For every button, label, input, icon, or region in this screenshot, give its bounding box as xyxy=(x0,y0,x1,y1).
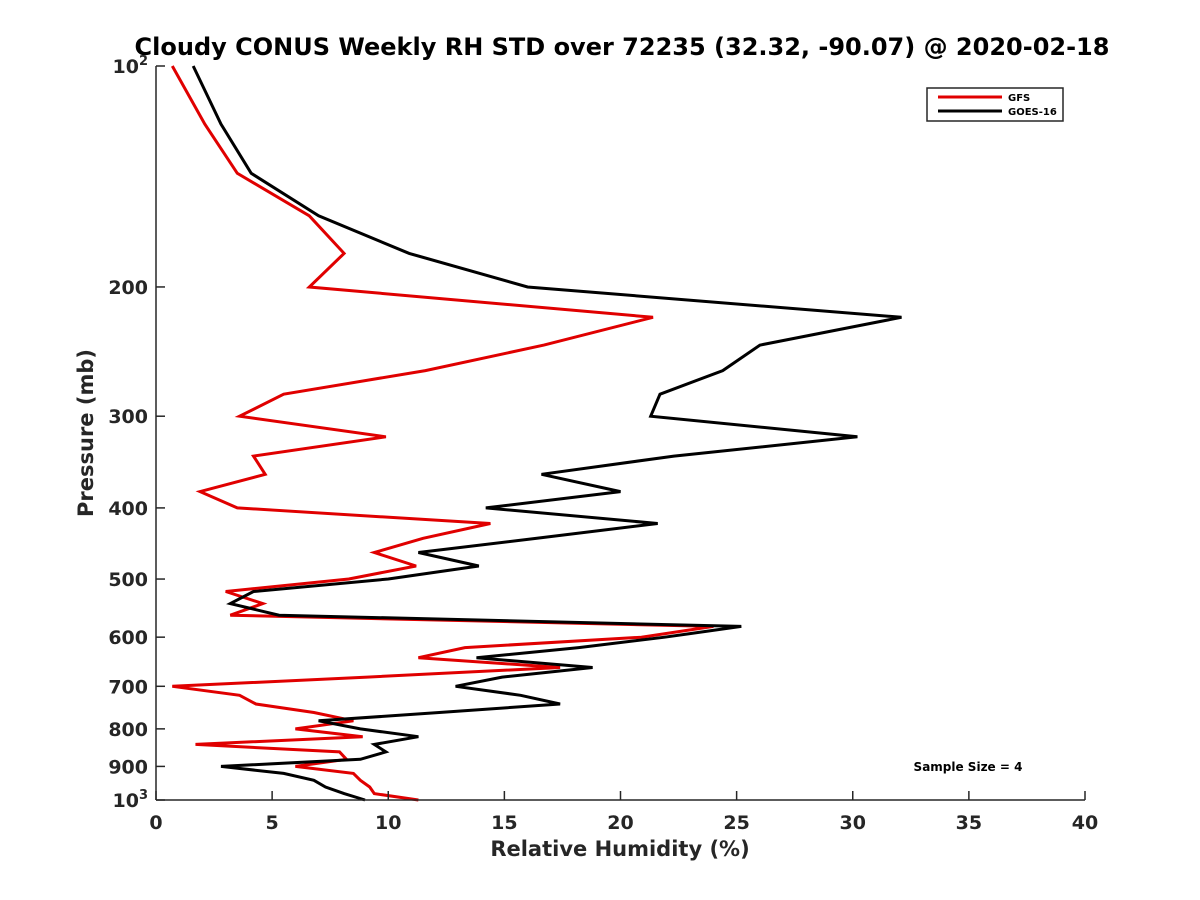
legend-label-goes16: GOES-16 xyxy=(1008,107,1057,118)
series-line-gfs xyxy=(170,65,714,802)
x-tick-label: 20 xyxy=(607,812,633,834)
y-tick-label: 800 xyxy=(108,719,148,741)
y-tick-label: 300 xyxy=(108,406,148,428)
x-ticks: 0 5 10 15 20 25 30 35 40 xyxy=(149,791,1098,834)
series-layer xyxy=(170,65,902,802)
y-tick-label: 103 xyxy=(113,788,149,812)
y-ticks: 102 200 300 400 500 600 700 800 900 103 xyxy=(108,54,165,812)
y-tick-label: 700 xyxy=(108,676,148,698)
x-tick-label: 5 xyxy=(266,812,279,834)
legend-box xyxy=(926,87,1064,122)
y-tick-label: 102 xyxy=(113,54,149,78)
series-line-goes16 xyxy=(191,65,902,802)
x-tick-label: 0 xyxy=(149,812,162,834)
x-axis-label: Relative Humidity (%) xyxy=(490,837,749,861)
x-tick-label: 15 xyxy=(491,812,517,834)
y-tick-label: 400 xyxy=(108,498,148,520)
sample-size-annotation: Sample Size = 4 xyxy=(914,760,1023,774)
x-tick-label: 35 xyxy=(956,812,982,834)
y-tick-label: 900 xyxy=(108,756,148,778)
x-tick-label: 40 xyxy=(1072,812,1098,834)
y-tick-label: 200 xyxy=(108,277,148,299)
chart-title: Cloudy CONUS Weekly RH STD over 72235 (3… xyxy=(135,33,1110,61)
legend-label-gfs: GFS xyxy=(1008,93,1030,104)
y-tick-label: 600 xyxy=(108,627,148,649)
x-tick-label: 25 xyxy=(723,812,749,834)
x-tick-label: 30 xyxy=(840,812,866,834)
x-tick-label: 10 xyxy=(375,812,401,834)
y-axis-label: Pressure (mb) xyxy=(74,349,98,517)
y-tick-label: 500 xyxy=(108,569,148,591)
legend: GFS GOES-16 xyxy=(926,87,1064,122)
